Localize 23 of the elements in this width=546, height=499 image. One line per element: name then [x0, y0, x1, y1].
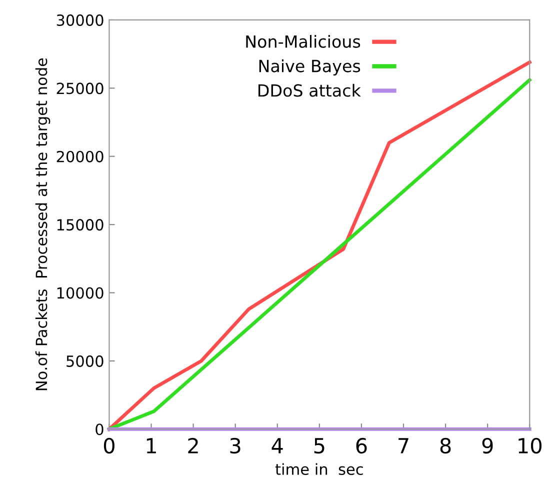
- y-axis-title: No.of Packets Processed at the target node: [35, 58, 50, 390]
- legend-label: Naive Bayes: [259, 59, 360, 76]
- y-tick-label: 30000: [56, 14, 104, 26]
- x-tick-label: 4: [272, 438, 283, 454]
- x-tick-label: 6: [356, 438, 367, 454]
- x-tick-label: 2: [188, 438, 198, 454]
- y-tick-label: 10000: [57, 287, 104, 299]
- legend-label: DDoS attack: [258, 84, 361, 97]
- legend-label: Non-Malicious: [246, 34, 360, 48]
- y-tick-label: 0: [96, 424, 104, 436]
- x-tick-label: 0: [104, 438, 114, 454]
- x-tick-label: 1: [146, 438, 156, 454]
- y-tick-label: 20000: [56, 150, 104, 162]
- x-tick-label: 7: [398, 438, 408, 454]
- x-tick-label: 3: [230, 438, 240, 454]
- y-tick-label: 5000: [66, 355, 104, 367]
- x-axis-title: time in sec: [275, 463, 363, 476]
- y-tick-label: 15000: [57, 219, 104, 231]
- x-tick-label: 10: [518, 438, 542, 454]
- x-tick-label: 8: [440, 438, 451, 454]
- y-tick-label: 25000: [56, 82, 104, 94]
- x-tick-label: 5: [314, 438, 324, 454]
- x-tick-label: 9: [482, 438, 493, 454]
